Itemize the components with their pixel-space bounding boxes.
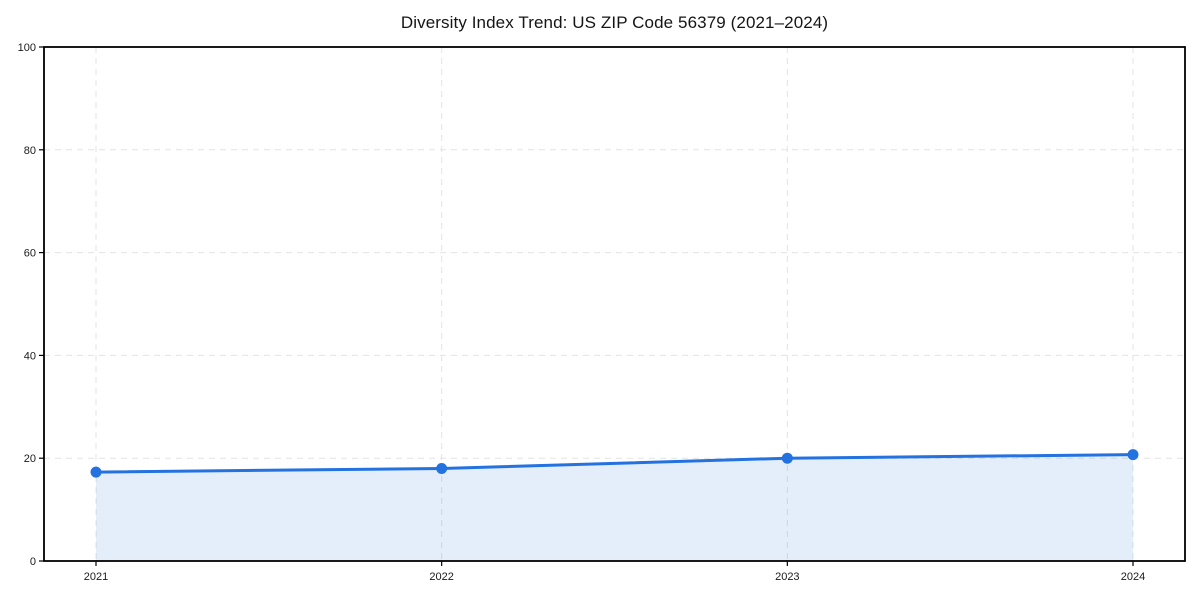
y-tick-label: 0 <box>30 556 36 568</box>
plot-frame <box>43 46 1186 562</box>
trend-line <box>94 453 1135 474</box>
data-point-2023 <box>781 452 793 464</box>
data-point-2021 <box>90 466 102 478</box>
data-point-2022 <box>436 462 448 474</box>
data-point-2024 <box>1127 449 1139 461</box>
y-tick-label: 40 <box>24 350 36 362</box>
x-tick-label: 2022 <box>429 571 453 583</box>
y-tick-label: 20 <box>24 453 36 465</box>
x-tick-label: 2021 <box>84 571 108 583</box>
area-fill <box>96 454 1133 561</box>
x-tick-label: 2023 <box>775 571 799 583</box>
y-tick-label: 80 <box>24 145 36 157</box>
x-tick-label: 2024 <box>1121 571 1145 583</box>
y-tick-label: 60 <box>24 248 36 260</box>
y-tick-label: 100 <box>18 42 36 54</box>
chart-title: Diversity Index Trend: US ZIP Code 56379… <box>400 13 829 32</box>
